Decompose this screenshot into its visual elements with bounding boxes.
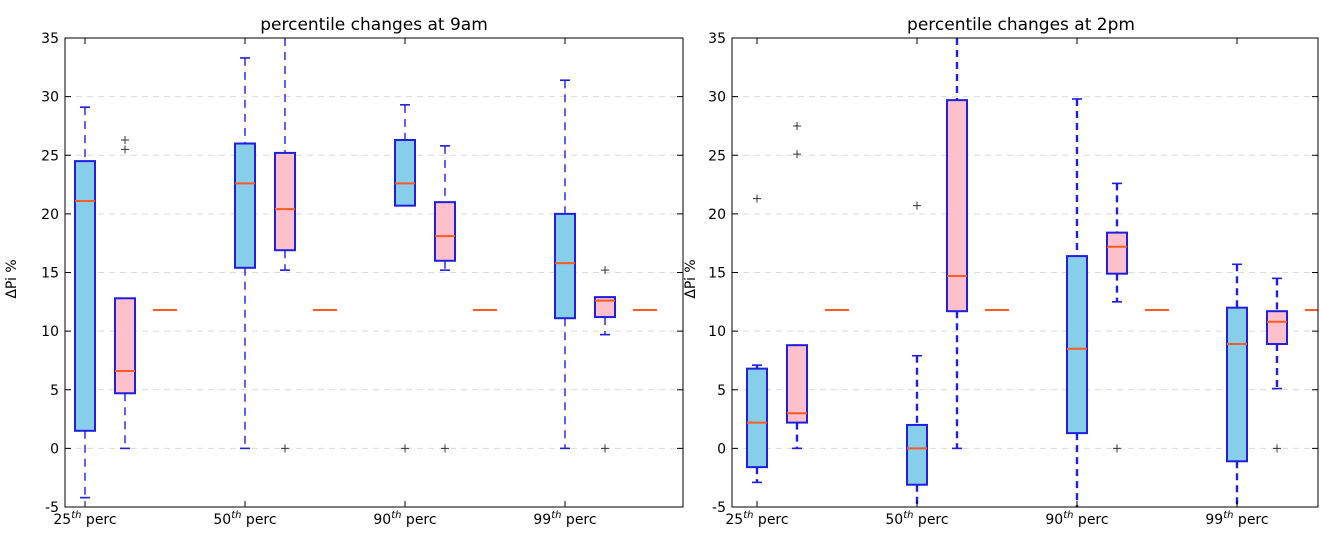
chart-title: percentile changes at 9am	[260, 15, 488, 35]
box	[1066, 255, 1088, 435]
x-tick-label: 90th perc	[373, 510, 436, 528]
x-tick-label: 99th perc	[1205, 510, 1268, 528]
outlier-marker	[281, 444, 289, 453]
box	[274, 151, 296, 252]
box	[554, 212, 576, 320]
y-tick-label: 20	[708, 207, 726, 223]
box	[394, 139, 416, 207]
outlier-marker	[601, 444, 609, 453]
box	[234, 142, 256, 269]
x-tick-label: 25th perc	[53, 510, 116, 528]
y-tick-label: 30	[708, 90, 726, 106]
y-tick-label: -5	[712, 500, 726, 516]
x-tick-label: 90th perc	[1045, 510, 1108, 528]
x-tick-label: 99th perc	[533, 510, 596, 528]
box	[114, 297, 136, 395]
y-tick-label: 35	[708, 31, 726, 47]
y-axis-label: ΔPi %	[4, 259, 20, 298]
y-tick-label: 0	[50, 441, 59, 457]
outlier-marker	[753, 194, 761, 203]
box	[1226, 306, 1248, 463]
y-tick-label: -5	[45, 500, 59, 516]
outlier-marker	[401, 444, 409, 453]
y-tick-label: 15	[708, 266, 726, 282]
y-tick-label: 10	[41, 324, 59, 340]
y-tick-label: 25	[41, 148, 59, 164]
panel-2pm: percentile changes at 2pm ΔPi % -5 0 5 10 15…	[683, 15, 1319, 528]
y-tick-label: 15	[41, 266, 59, 282]
x-tick-label: 25th perc	[725, 510, 788, 528]
outlier-marker	[793, 150, 801, 159]
y-tick-label: 5	[717, 383, 726, 399]
box	[1106, 231, 1128, 275]
y-tick-label: 0	[717, 441, 726, 457]
box	[946, 99, 968, 313]
box	[906, 423, 928, 486]
y-tick-label: 10	[708, 324, 726, 340]
y-tick-label: 25	[708, 148, 726, 164]
outlier-marker	[1113, 444, 1121, 453]
outlier-marker	[913, 201, 921, 210]
box	[1266, 310, 1288, 346]
outlier-marker	[601, 266, 609, 275]
y-tick-label: 30	[41, 90, 59, 106]
box	[594, 296, 616, 319]
panel-9am: percentile changes at 9am ΔPi % -5 0 5 10 15…	[4, 15, 684, 528]
box	[786, 344, 808, 424]
outlier-marker	[121, 145, 129, 154]
box	[74, 160, 96, 432]
outlier-marker	[1273, 444, 1281, 453]
outlier-marker	[441, 444, 449, 453]
outlier-marker	[793, 121, 801, 130]
box	[434, 201, 456, 262]
chart-title: percentile changes at 2pm	[907, 15, 1135, 35]
x-tick-label: 50th perc	[213, 510, 276, 528]
y-tick-label: 35	[41, 31, 59, 47]
outlier-marker	[121, 136, 129, 145]
box	[746, 367, 768, 469]
y-tick-label: 5	[50, 383, 59, 399]
y-axis-label: ΔPi %	[683, 259, 699, 298]
y-tick-label: 20	[41, 207, 59, 223]
x-tick-label: 50th perc	[885, 510, 948, 528]
